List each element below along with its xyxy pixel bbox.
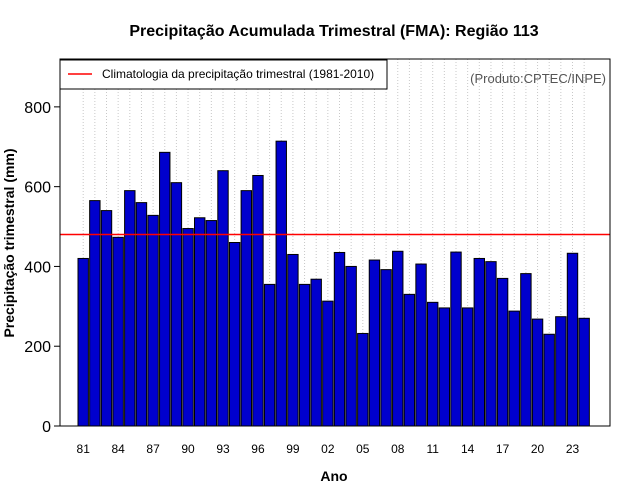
legend-label: Climatologia da precipitação trimestral … — [102, 67, 374, 81]
bar-07 — [380, 269, 392, 427]
x-tick-label: 20 — [531, 442, 545, 456]
bar-16 — [485, 261, 497, 427]
y-axis-label: Precipitação trimestral (mm) — [1, 148, 17, 337]
credit-text: (Produto:CPTEC/INPE) — [470, 71, 606, 86]
plot-frame — [59, 58, 611, 427]
bar-03 — [333, 251, 346, 427]
bar-21 — [543, 333, 555, 427]
bar-84 — [112, 236, 124, 427]
bar-81 — [77, 257, 89, 427]
y-tick-label: 200 — [24, 339, 51, 356]
bar-95 — [240, 190, 253, 427]
x-tick-label: 17 — [496, 442, 510, 456]
x-tick-label: 11 — [426, 442, 439, 456]
bar-00 — [298, 283, 311, 427]
bar-94 — [228, 242, 241, 427]
bar-87 — [147, 214, 159, 427]
bar-91 — [194, 217, 206, 427]
y-tick-label: 0 — [42, 419, 51, 436]
bar-90 — [182, 228, 194, 427]
legend-box — [59, 59, 388, 90]
bar-14 — [461, 307, 474, 427]
y-tick-label: 800 — [24, 100, 51, 117]
bar-15 — [473, 257, 486, 427]
bar-22 — [555, 316, 567, 427]
bar-04 — [345, 265, 357, 427]
bar-05 — [357, 332, 369, 427]
x-tick-label: 90 — [181, 442, 195, 456]
x-axis-label: Ano — [320, 468, 347, 484]
bar-88 — [159, 151, 171, 427]
bar-86 — [135, 202, 148, 427]
x-tick-label: 02 — [321, 442, 335, 456]
x-axis: 81 84 87 90 93 96 99 02 05 08 11 14 17 20 23 — [77, 442, 580, 456]
x-tick-label: 84 — [111, 442, 125, 456]
bar-02 — [322, 300, 334, 427]
bar-06 — [368, 259, 381, 427]
bar-11 — [427, 301, 439, 427]
bar-10 — [415, 263, 427, 427]
bar-19 — [520, 273, 532, 427]
bar-92 — [205, 220, 218, 427]
x-tick-label: 08 — [391, 442, 405, 456]
bar-08 — [392, 250, 404, 427]
bars — [77, 140, 590, 427]
bar-83 — [100, 210, 113, 427]
bar-93 — [217, 170, 229, 427]
bar-12 — [438, 307, 451, 427]
y-axis: 0 200 400 600 800 — [24, 100, 60, 436]
x-tick-label: 14 — [461, 442, 475, 456]
x-tick-label: 87 — [146, 442, 160, 456]
bar-01 — [310, 278, 322, 427]
bar-99 — [287, 253, 299, 427]
x-tick-label: 93 — [216, 442, 230, 456]
y-tick-label: 600 — [24, 180, 51, 197]
bar-20 — [531, 318, 544, 427]
x-tick-label: 05 — [356, 442, 370, 456]
chart-title: Precipitação Acumulada Trimestral (FMA):… — [129, 23, 538, 40]
bar-85 — [124, 190, 136, 427]
bar-96 — [252, 174, 264, 427]
bar-89 — [170, 182, 183, 427]
bar-23 — [566, 252, 579, 427]
legend: Climatologia da precipitação trimestral … — [59, 59, 388, 90]
x-tick-label: 81 — [77, 442, 91, 456]
bar-18 — [508, 310, 520, 427]
bar-17 — [496, 277, 509, 427]
x-tick-label: 99 — [286, 442, 300, 456]
bar-09 — [403, 293, 416, 427]
bar-98 — [275, 140, 287, 427]
bar-13 — [450, 251, 462, 427]
x-tick-label: 96 — [251, 442, 265, 456]
bar-24 — [578, 317, 590, 427]
x-tick-label: 23 — [566, 442, 580, 456]
y-tick-label: 400 — [24, 259, 51, 276]
bar-97 — [263, 283, 276, 427]
